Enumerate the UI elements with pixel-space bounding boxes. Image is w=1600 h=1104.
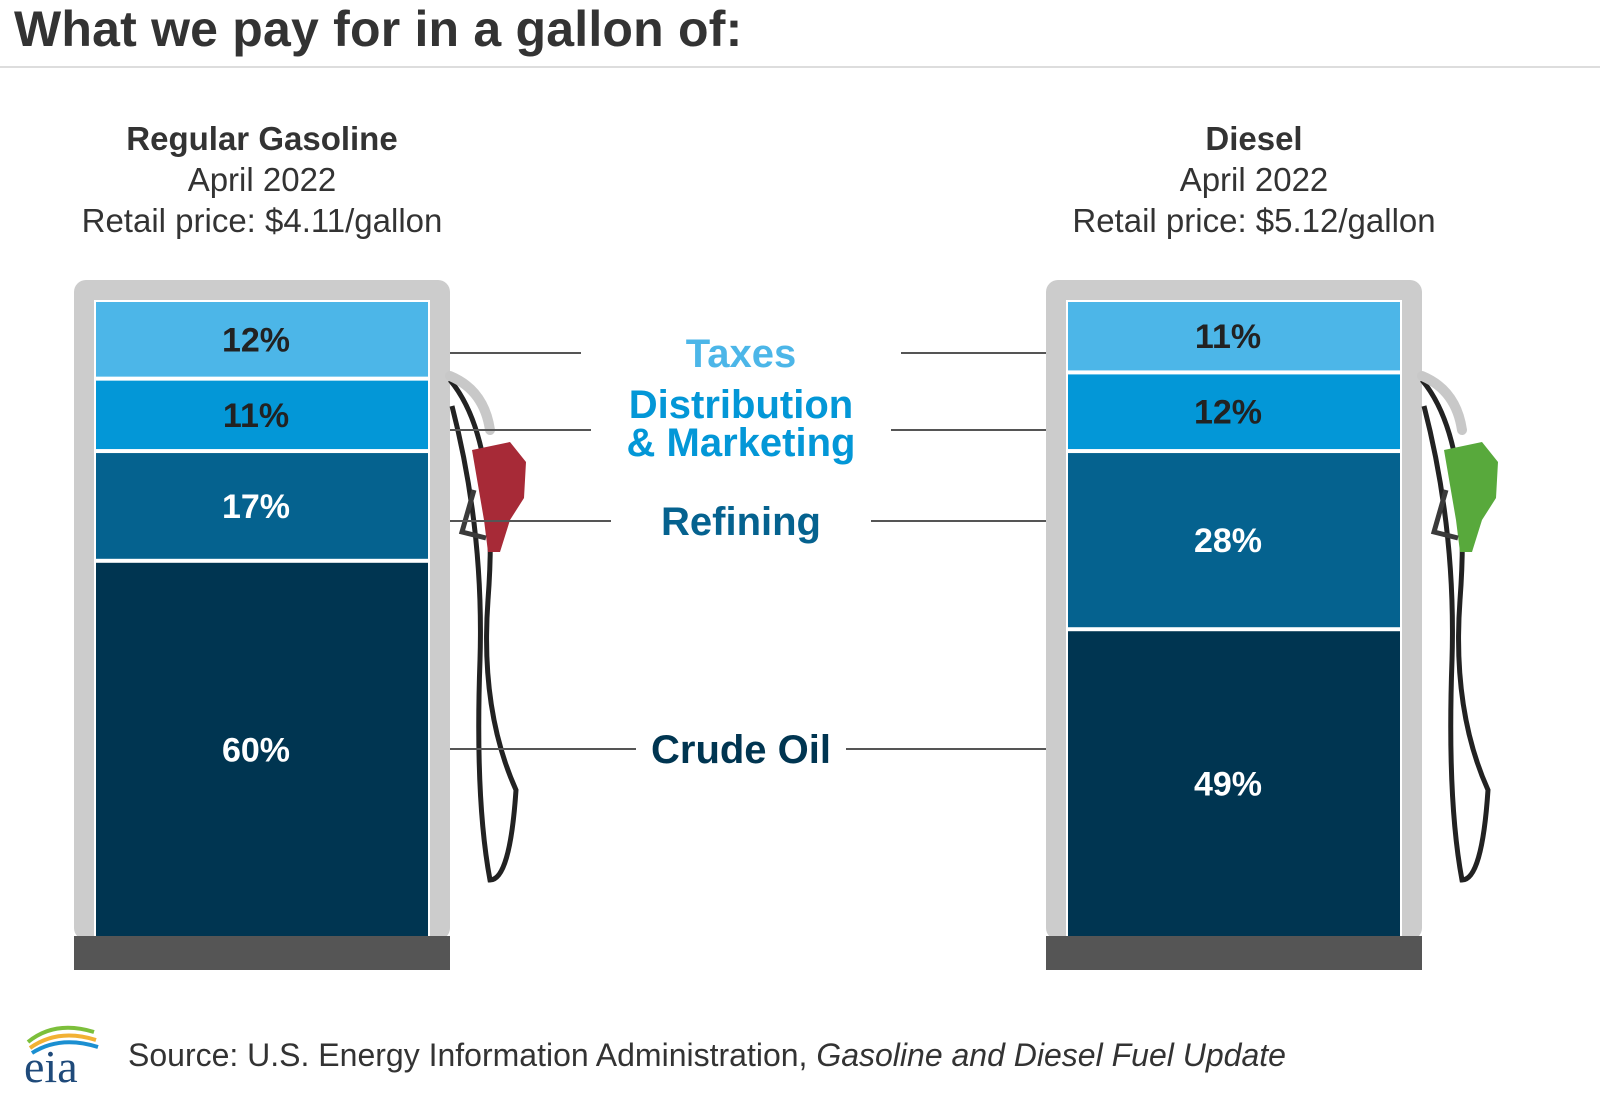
gasoline-pump-base [74,936,450,970]
diesel-price: Retail price: $5.12/gallon [1072,202,1436,239]
gasoline-nozzle-spout [445,371,495,435]
diesel-header: Diesel April 2022 Retail price: $5.12/ga… [1004,118,1504,241]
gasoline-nozzle-trigger [458,489,487,541]
gasoline-segment-crude [96,562,428,936]
diesel-label-crude: 49% [1194,766,1262,804]
gasoline-label-crude: 60% [222,731,290,769]
diesel-label-distribution: 12% [1194,394,1262,432]
diesel-nozzle-trigger [1430,489,1459,541]
gasoline-segment-refining [96,453,428,559]
page-title: What we pay for in a gallon of: [14,1,743,57]
gasoline-nozzle-handle [472,442,526,552]
footer: eia Source: U.S. Energy Information Admi… [20,1020,1286,1092]
category-label-taxes: Taxes [686,332,796,376]
gasoline-segment-distribution [96,380,428,450]
source-title: Gasoline and Diesel Fuel Update [816,1036,1286,1073]
diesel-segment-crude [1068,631,1400,936]
eia-logo-text: eia [24,1041,78,1088]
gasoline-name: Regular Gasoline [126,120,398,157]
category-label-distribution-line1: Distribution [629,383,853,427]
eia-logo-icon: eia [24,1025,99,1092]
gasoline-label-distribution: 11% [223,397,289,435]
source-note: Source: U.S. Energy Information Administ… [128,1037,1286,1074]
gasoline-header: Regular Gasoline April 2022 Retail price… [12,118,512,241]
gasoline-date: April 2022 [187,161,337,198]
title-divider [0,66,1600,68]
eia-logo: eia [20,1022,106,1092]
gasoline-label-taxes: 12% [222,321,290,359]
diesel-nozzle-spout [1417,371,1467,435]
diesel-name: Diesel [1205,120,1303,157]
diesel-segment-refining [1068,453,1400,628]
gasoline-segment-taxes [96,302,428,377]
gasoline-label-refining: 17% [222,488,290,526]
gasoline-price: Retail price: $4.11/gallon [81,202,443,239]
diesel-label-taxes: 11% [1195,318,1261,356]
diesel-segment-taxes [1068,302,1400,371]
diesel-date: April 2022 [1179,161,1329,198]
category-label-crude: Crude Oil [651,728,831,772]
category-label-refining: Refining [661,500,821,544]
diesel-label-refining: 28% [1194,522,1262,560]
diesel-nozzle-handle [1444,442,1498,552]
diesel-pump-base [1046,936,1422,970]
category-label-distribution-line2: & Marketing [627,421,856,465]
source-prefix: Source: U.S. Energy Information Administ… [128,1036,817,1073]
diesel-segment-distribution [1068,374,1400,450]
